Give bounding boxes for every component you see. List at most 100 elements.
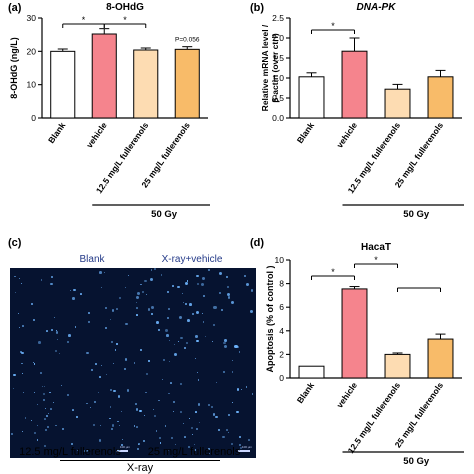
cell-nucleus-dot [98,439,102,442]
cell-nucleus-dot [198,421,200,424]
cell-nucleus-dot [160,274,163,276]
cell-nucleus-dot [113,389,116,393]
cell-nucleus-dot [21,351,24,355]
cell-nucleus-dot [250,309,254,313]
cell-nucleus-dot [20,351,23,354]
cell-nucleus-dot [193,448,196,451]
cell-nucleus-dot [21,362,23,365]
bar-vehicle [91,33,117,119]
cell-nucleus-dot [120,444,123,447]
cell-nucleus-dot [44,407,47,410]
cell-nucleus-dot [167,307,170,311]
cell-nucleus-dot [40,279,43,281]
cell-nucleus-dot [140,283,142,286]
cell-nucleus-dot [172,410,174,412]
cell-nucleus-dot [227,413,230,416]
cell-nucleus-dot [164,425,166,427]
cell-nucleus-dot [222,435,225,438]
cell-nucleus-dot [50,275,53,278]
cell-nucleus-dot [83,449,85,452]
cell-nucleus-dot [220,308,223,312]
cell-nucleus-dot [61,428,64,431]
bar-blank [50,50,76,119]
cell-nucleus-dot [155,430,157,432]
cell-nucleus-dot [111,309,114,312]
cell-nucleus-dot [209,452,210,454]
cell-nucleus-dot [110,340,114,344]
cell-nucleus-dot [188,417,191,420]
cell-nucleus-dot [204,335,206,337]
cell-nucleus-dot [218,428,221,432]
xray-group-label: X-ray [126,462,154,474]
cell-nucleus-dot [92,424,95,427]
x-tick-label: vehicle [84,120,109,150]
cell-nucleus-dot [245,282,249,287]
y-tick-label: 30 [27,13,37,23]
micrograph-title-25-fullerenols: 25 mg/L fullerenols [147,446,241,458]
cell-nucleus-dot [110,388,113,391]
cell-nucleus-dot [197,403,201,406]
cell-nucleus-dot [208,268,211,271]
y-tick-label: 2.0 [272,33,284,43]
scale-bar [238,450,250,452]
bar-blank [298,76,325,119]
cell-nucleus-dot [225,275,228,278]
cell-nucleus-dot [68,334,71,338]
cell-nucleus-dot [104,327,107,330]
cell-nucleus-dot [127,274,130,276]
x-tick-label: vehicle [334,380,359,410]
cell-nucleus-dot [135,425,138,428]
cell-nucleus-dot [177,285,180,289]
cell-nucleus-dot [137,442,140,446]
micrograph-25-fullerenols: 100 μm [132,356,256,458]
cell-nucleus-dot [144,279,147,283]
cell-nucleus-dot [124,358,127,361]
cell-nucleus-dot [80,293,82,295]
cell-nucleus-dot [60,384,63,387]
cell-nucleus-dot [219,271,223,275]
cell-nucleus-dot [10,432,14,436]
cell-nucleus-dot [207,447,211,450]
cell-nucleus-dot [42,398,45,402]
cell-nucleus-dot [56,338,59,340]
cell-nucleus-dot [172,285,174,288]
group-label: 50 Gy [151,209,178,220]
y-tick-label: 10 [275,255,285,265]
cell-nucleus-dot [118,424,121,427]
cell-nucleus-dot [179,383,182,386]
micrograph-title-blank: Blank [79,254,105,265]
cell-nucleus-dot [141,290,145,294]
cell-nucleus-dot [39,371,42,374]
cell-nucleus-dot [194,357,196,359]
chart-title: HacaT [361,242,391,253]
cell-nucleus-dot [137,443,139,445]
cell-nucleus-dot [212,323,216,327]
cell-nucleus-dot [236,345,240,349]
cell-nucleus-dot [245,386,247,388]
bar-12-5-mg-l-fullerenols [384,88,411,119]
cell-nucleus-dot [49,391,51,393]
cell-nucleus-dot [56,330,57,331]
cell-nucleus-dot [116,343,118,345]
cell-nucleus-dot [215,416,218,419]
cell-nucleus-dot [143,414,145,416]
cell-nucleus-dot [150,269,152,271]
cell-nucleus-dot [186,279,189,282]
cell-nucleus-dot [45,428,48,431]
cell-nucleus-dot [196,339,200,343]
y-axis-label: 8-OHdG (ng/L) [9,37,19,99]
cell-nucleus-dot [238,443,242,447]
cell-nucleus-dot [31,302,34,306]
cell-nucleus-dot [33,363,36,366]
micrograph-xray-vehicle: 100 μm [132,268,256,370]
cell-nucleus-dot [196,372,198,373]
cell-nucleus-dot [73,289,76,292]
cell-nucleus-dot [239,447,242,450]
cell-nucleus-dot [110,319,112,321]
group-label: 50 Gy [403,209,430,220]
cell-nucleus-dot [22,325,24,327]
cell-nucleus-dot [95,363,97,365]
cell-nucleus-dot [55,424,58,427]
cell-nucleus-dot [88,311,91,314]
cell-nucleus-dot [222,371,225,374]
